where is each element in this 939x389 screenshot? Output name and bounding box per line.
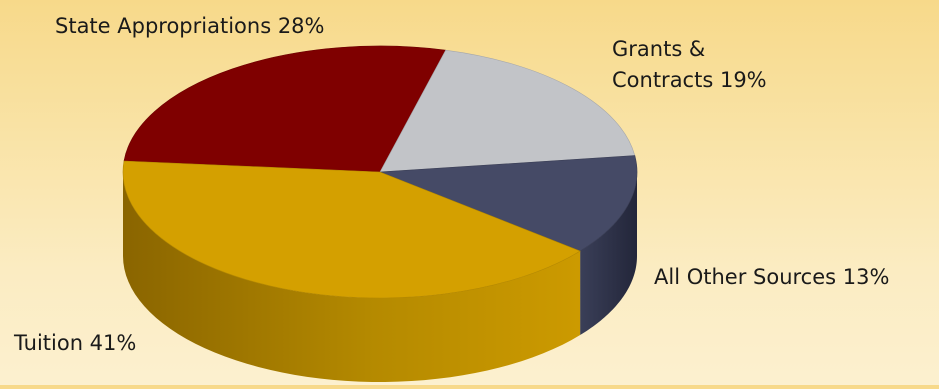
slice-label-line: Tuition 41%	[13, 331, 136, 355]
slice-label-tuition: Tuition 41%	[13, 331, 136, 355]
slice-label-line: Contracts 19%	[612, 68, 767, 92]
pie-sides	[123, 172, 637, 382]
slice-label-line: State Appropriations 28%	[55, 14, 325, 38]
slice-label-all-other-sources: All Other Sources 13%	[654, 265, 889, 289]
pie-side-tuition	[123, 172, 581, 382]
pie-slice-tuition	[122, 160, 581, 299]
pie-slice-all-other-sources	[379, 155, 638, 252]
slice-label-line: Grants &	[612, 37, 705, 61]
slice-label-state-appropriations: State Appropriations 28%	[55, 14, 325, 38]
slice-label-grants-contracts: Grants & Contracts 19%	[612, 37, 767, 92]
slice-label-line: All Other Sources 13%	[654, 265, 889, 289]
pie-labels: State Appropriations 28% Grants & Contract…	[13, 14, 889, 355]
pie-slice-state-appropriations	[123, 45, 447, 173]
pie-tops	[122, 45, 638, 299]
pie-slice-grants-contracts	[379, 49, 636, 173]
pie-side-all-other-sources	[580, 172, 637, 336]
